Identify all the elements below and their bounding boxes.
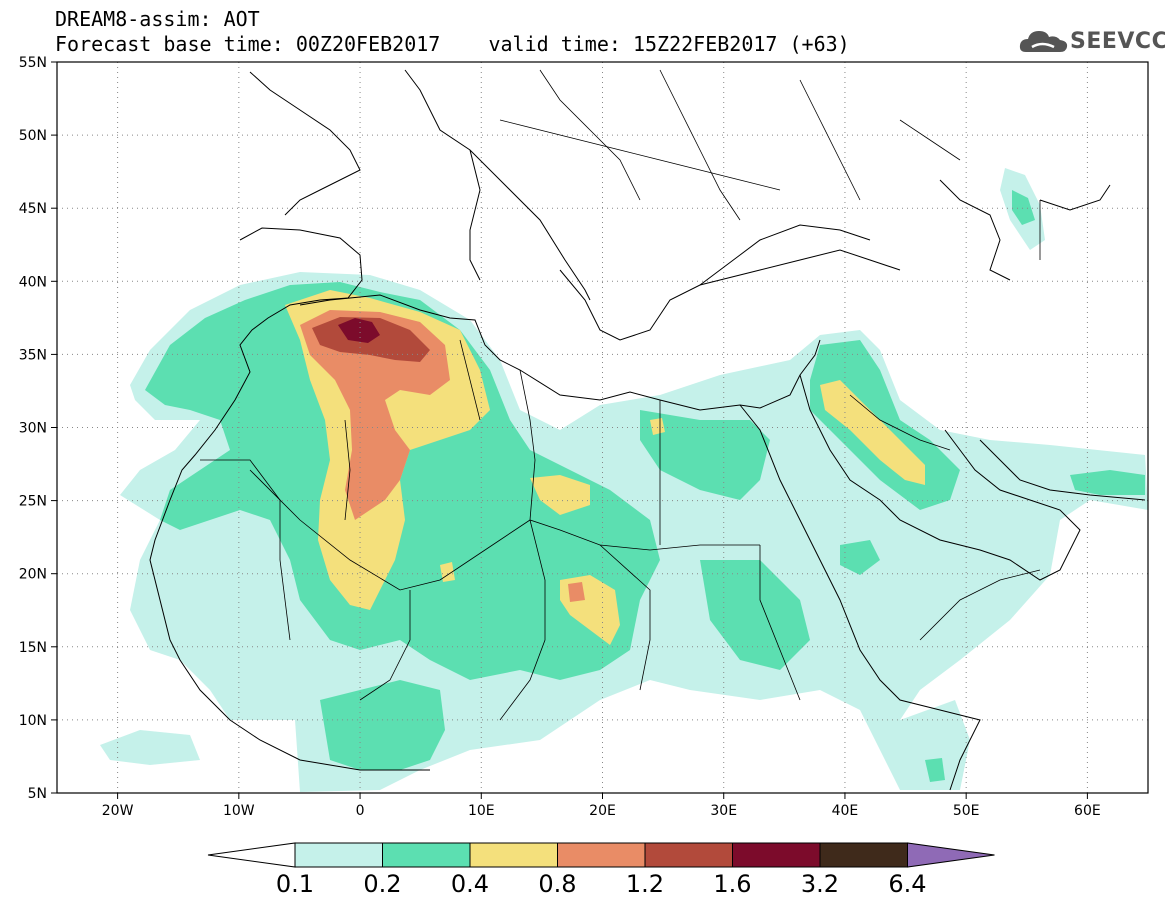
colorbar-over-arrow [907, 842, 995, 868]
lat-tick-label: 45N [19, 201, 47, 217]
brand-name: SEEVCCC [1070, 28, 1165, 54]
colorbar-label: 1.2 [626, 870, 664, 898]
aot-1.6-field [338, 318, 380, 343]
colorbar-label: 1.6 [713, 870, 751, 898]
lon-tick-label: 50E [953, 803, 980, 819]
colorbar-swatch [382, 842, 471, 868]
lat-tick-label: 10N [19, 713, 47, 729]
lat-tick-label: 40N [19, 274, 47, 290]
lon-tick-label: 0 [356, 803, 365, 819]
latitude-axis: 55N 50N 45N 40N 35N 30N 25N 20N 15N 10N 5N [19, 55, 57, 802]
cloud-icon [1019, 31, 1068, 52]
map-title: DREAM8-assim: AOT [55, 7, 260, 31]
lat-tick-label: 20N [19, 567, 47, 583]
lon-tick-label: 40E [832, 803, 859, 819]
colorbar-swatch [294, 842, 383, 868]
lon-tick-label: 30E [710, 803, 737, 819]
lat-tick-label: 35N [19, 347, 47, 363]
lat-tick-label: 30N [19, 421, 47, 437]
colorbar-label: 0.2 [363, 870, 401, 898]
country-borders [200, 69, 1041, 721]
colorbar-label: 0.1 [276, 870, 314, 898]
colorbar-under-arrow [207, 842, 296, 868]
lon-tick-label: 10W [223, 803, 255, 819]
colorbar-swatch [644, 842, 733, 868]
colorbar-label: 0.4 [451, 870, 489, 898]
forecast-time-subtitle: Forecast base time: 00Z20FEB2017 valid t… [55, 32, 850, 56]
colorbar-swatch [732, 842, 821, 868]
graticule [57, 62, 1148, 793]
lon-tick-label: 60E [1074, 803, 1101, 819]
lon-tick-label: 20W [102, 803, 134, 819]
map-plot-area [57, 62, 1148, 793]
colorbar-swatch [557, 842, 646, 868]
lon-tick-label: 20E [589, 803, 616, 819]
colorbar-swatch [469, 842, 558, 868]
colorbar-label: 6.4 [888, 870, 926, 898]
lat-tick-label: 25N [19, 494, 47, 510]
aot-0.8-field [300, 310, 585, 602]
lat-tick-label: 15N [19, 640, 47, 656]
colorbar-swatch [819, 842, 908, 868]
lat-tick-label: 5N [28, 786, 47, 802]
seevccc-logo: SEEVCCC [1018, 26, 1165, 56]
lon-tick-label: 10E [468, 803, 495, 819]
lat-tick-label: 55N [19, 55, 47, 71]
coastlines [149, 69, 1146, 791]
lat-tick-label: 50N [19, 128, 47, 144]
colorbar-label: 3.2 [801, 870, 839, 898]
colorbar-label: 0.8 [538, 870, 576, 898]
longitude-axis: 20W 10W 0 10E 20E 30E 40E 50E 60E [102, 793, 1101, 819]
